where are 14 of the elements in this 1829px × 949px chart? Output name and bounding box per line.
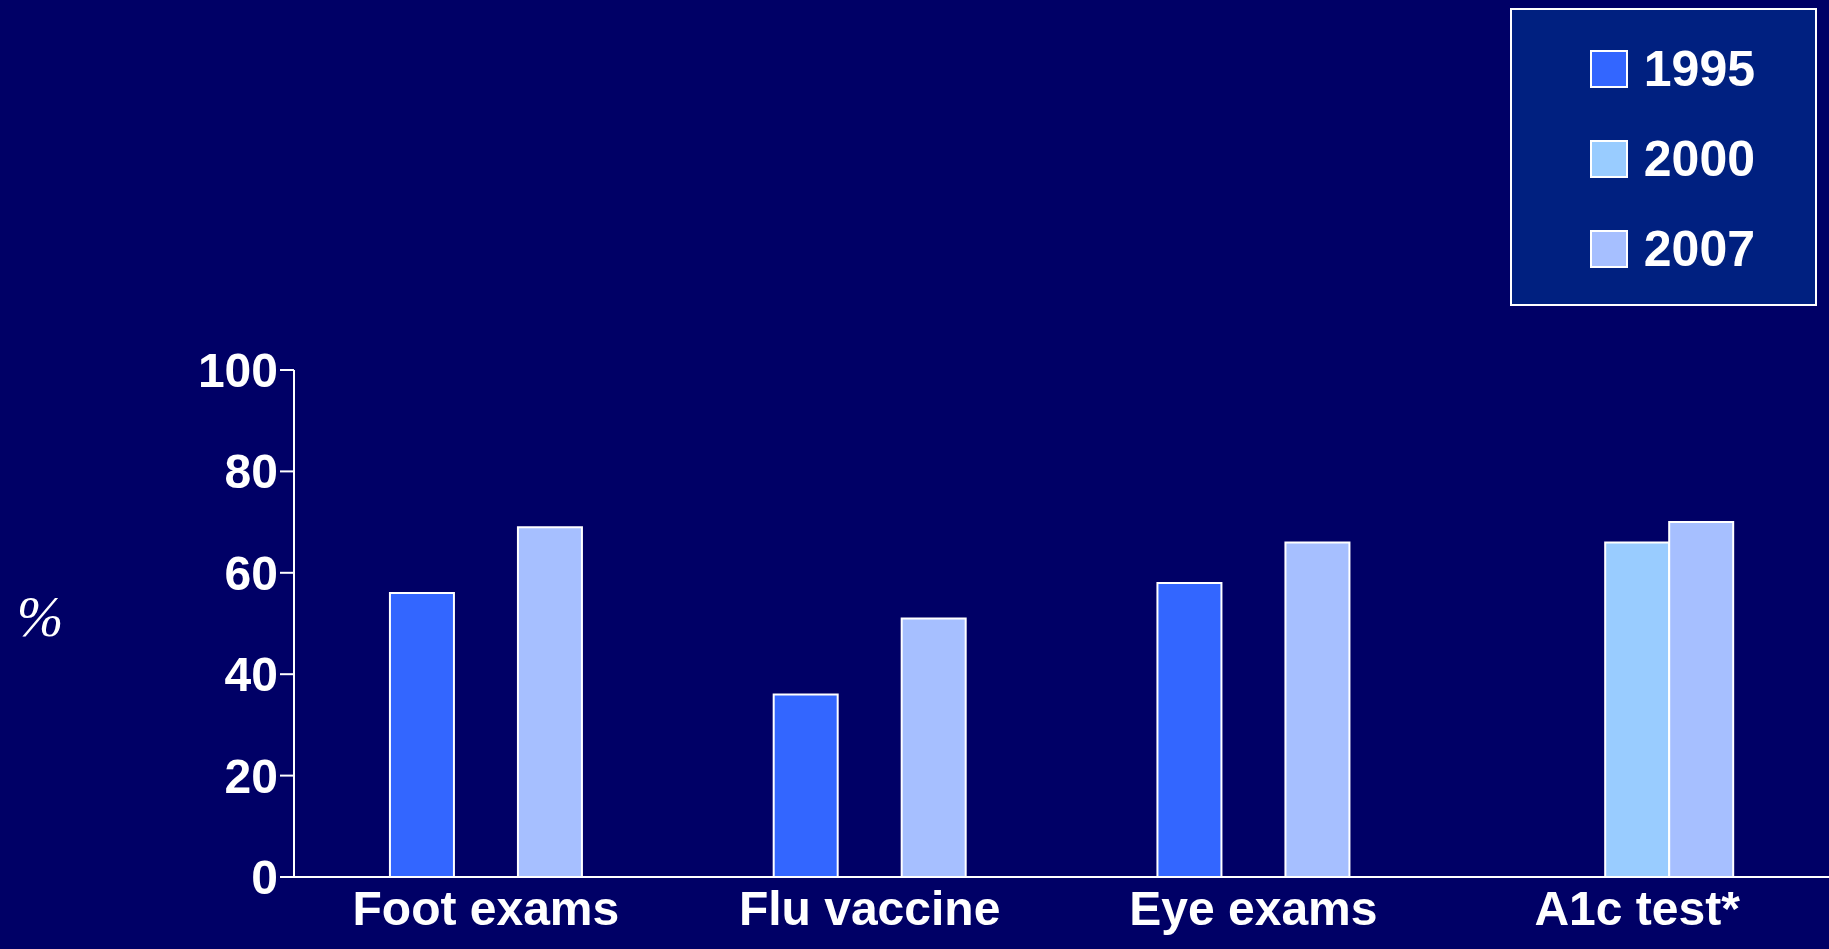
y-tick-label: 100 (197, 344, 278, 398)
y-tick-label: 80 (224, 445, 278, 499)
y-tick-label: 0 (251, 851, 278, 905)
legend-label: 1995 (1643, 40, 1755, 98)
y-tick-label: 20 (224, 749, 278, 803)
legend-label: 2000 (1643, 130, 1755, 188)
legend-label: 2007 (1643, 220, 1755, 278)
y-tick-label: 40 (224, 648, 278, 702)
x-tick-label: Flu vaccine (738, 882, 1001, 936)
x-tick-label: Eye exams (1129, 882, 1378, 936)
y-axis-title: % (16, 586, 64, 649)
y-tick-label: 60 (224, 546, 278, 600)
x-tick-label: Foot exams (352, 882, 620, 936)
x-tick-label: A1c test* (1534, 882, 1741, 936)
